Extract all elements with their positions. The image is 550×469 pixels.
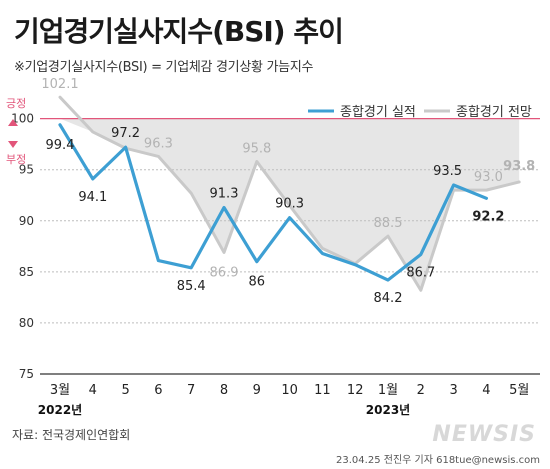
x-tick-label: 12	[347, 383, 364, 398]
outlook-data-label: 93.0	[474, 170, 503, 185]
actual-data-label: 97.2	[111, 126, 140, 141]
actual-data-label: 84.2	[374, 291, 403, 306]
actual-data-label: 94.1	[78, 190, 107, 205]
actual-series-line	[58, 123, 488, 282]
outlook-data-label: 93.8	[503, 159, 535, 174]
legend-actual-label: 종합경기 실적	[340, 105, 416, 120]
positive-label: 긍정	[6, 97, 26, 110]
outlook-data-label: 88.5	[374, 216, 403, 231]
outlook-data-label: 102.1	[41, 77, 78, 92]
x-tick-label: 3월	[50, 383, 70, 398]
outlook-data-label: 96.3	[144, 136, 173, 151]
actual-data-label: 99.4	[46, 138, 75, 153]
credit-line: 23.04.25 전진우 기자 618tue@newsis.com	[336, 455, 540, 466]
x-tick-label: 4	[89, 383, 97, 398]
x-tick-label: 10	[281, 383, 298, 398]
actual-data-label: 85.4	[177, 279, 206, 294]
x-tick-label: 4	[482, 383, 490, 398]
negative-label: 부정	[6, 153, 26, 166]
x-tick-label: 5	[121, 383, 129, 398]
actual-data-label: 93.5	[433, 164, 462, 179]
chart-subtitle: ※기업경기실사지수(BSI) = 기업체감 경기상황 가늠지수	[14, 60, 314, 75]
negative-arrow-icon	[8, 141, 18, 148]
x-tick-label: 2	[417, 383, 425, 398]
y-tick-label: 75	[19, 367, 34, 381]
year-label: 2022년	[38, 403, 82, 417]
x-tick-label: 3	[449, 383, 457, 398]
source-note: 자료: 전국경제인연합회	[12, 428, 131, 442]
year-label: 2023년	[366, 403, 410, 417]
x-tick-label: 6	[154, 383, 162, 398]
actual-data-label: 92.2	[472, 209, 504, 224]
legend-outlook-label: 종합경기 전망	[456, 105, 532, 120]
positive-arrow-icon	[8, 119, 18, 126]
newsis-logo: NEWSIS	[432, 422, 536, 447]
y-tick-label: 95	[19, 163, 34, 177]
actual-data-label: 86.7	[406, 265, 435, 280]
y-tick-label: 90	[19, 214, 34, 228]
x-tick-label: 7	[187, 383, 195, 398]
y-tick-label: 85	[19, 265, 34, 279]
y-tick-label: 100	[11, 112, 34, 126]
outlook-data-label: 86.9	[210, 265, 239, 280]
actual-data-label: 91.3	[210, 187, 239, 202]
outlook-data-label: 95.8	[242, 142, 271, 157]
y-tick-label: 80	[19, 316, 34, 330]
actual-data-label: 86	[249, 275, 266, 290]
x-tick-label: 8	[220, 383, 228, 398]
outlook-series-line	[58, 95, 521, 292]
x-tick-label: 1월	[378, 383, 398, 398]
x-tick-label: 5월	[509, 383, 529, 398]
actual-data-label: 90.3	[275, 197, 304, 212]
x-tick-label: 11	[314, 383, 331, 398]
chart-title: 기업경기실사지수(BSI) 추이	[14, 15, 344, 48]
x-tick-label: 9	[253, 383, 261, 398]
